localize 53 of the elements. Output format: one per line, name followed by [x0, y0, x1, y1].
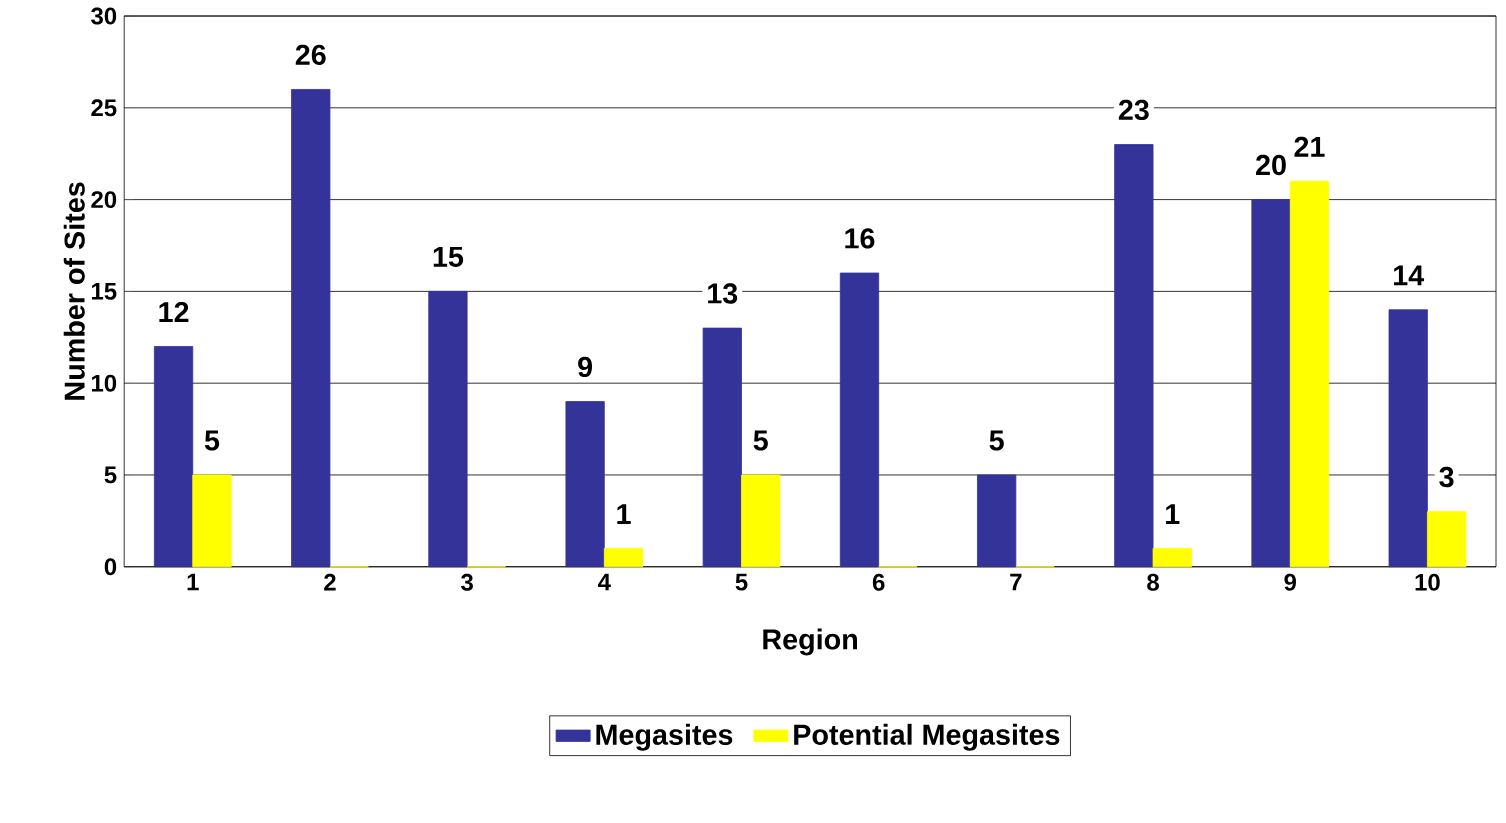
legend-label: Megasites — [596, 723, 733, 751]
data-label: 3 — [1439, 466, 1454, 488]
bar — [428, 290, 468, 568]
data-label: 14 — [1394, 265, 1425, 286]
x-tick-label: 5 — [735, 573, 748, 591]
x-tick-label: 6 — [872, 573, 885, 591]
bar — [702, 327, 742, 568]
bar — [603, 547, 644, 568]
data-label: 9 — [578, 356, 593, 378]
bar — [1152, 547, 1192, 568]
data-label: 1 — [1166, 504, 1180, 524]
data-label: 5 — [989, 430, 1004, 451]
y-tick-label: 0 — [104, 558, 117, 576]
bar — [741, 474, 781, 568]
x-tick-label: 7 — [1010, 573, 1022, 591]
y-tick-label: 10 — [92, 374, 117, 392]
data-label: 12 — [159, 301, 189, 322]
data-label: 1 — [617, 504, 631, 524]
x-tick-label: 1 — [187, 573, 199, 591]
bar — [977, 474, 1017, 568]
data-label: 5 — [753, 430, 768, 451]
legend-label: Potential Megasites — [794, 723, 1060, 751]
x-axis-title: Region — [763, 628, 857, 656]
data-label: 5 — [204, 430, 220, 451]
bar — [1427, 511, 1467, 568]
x-tick-label: 8 — [1147, 573, 1159, 591]
x-tick-label: 4 — [598, 573, 611, 591]
data-label: 15 — [433, 246, 464, 267]
bar — [1388, 309, 1428, 568]
data-label: 23 — [1118, 99, 1149, 121]
x-tick-label: 2 — [324, 573, 336, 591]
data-label: 16 — [845, 228, 875, 249]
data-label: 21 — [1294, 136, 1325, 157]
x-tick-label: 9 — [1284, 573, 1296, 591]
y-axis-title: Number of Sites — [63, 182, 85, 400]
y-tick-label: 15 — [92, 283, 117, 300]
x-tick-label: 10 — [1415, 573, 1440, 591]
bar — [192, 474, 232, 568]
y-tick-label: 5 — [104, 466, 117, 484]
bar — [565, 401, 605, 568]
bar — [1114, 144, 1154, 568]
data-label: 26 — [295, 44, 326, 65]
y-tick-label: 30 — [91, 7, 117, 25]
data-label: 13 — [708, 283, 738, 304]
y-tick-label: 20 — [91, 191, 117, 209]
bar — [839, 272, 880, 568]
bar — [153, 346, 194, 568]
bar — [291, 89, 331, 568]
data-label: 20 — [1256, 154, 1286, 176]
x-tick-label: 3 — [461, 573, 473, 591]
bar — [1251, 199, 1291, 568]
bar — [1289, 180, 1330, 568]
y-tick-label: 25 — [91, 99, 117, 117]
